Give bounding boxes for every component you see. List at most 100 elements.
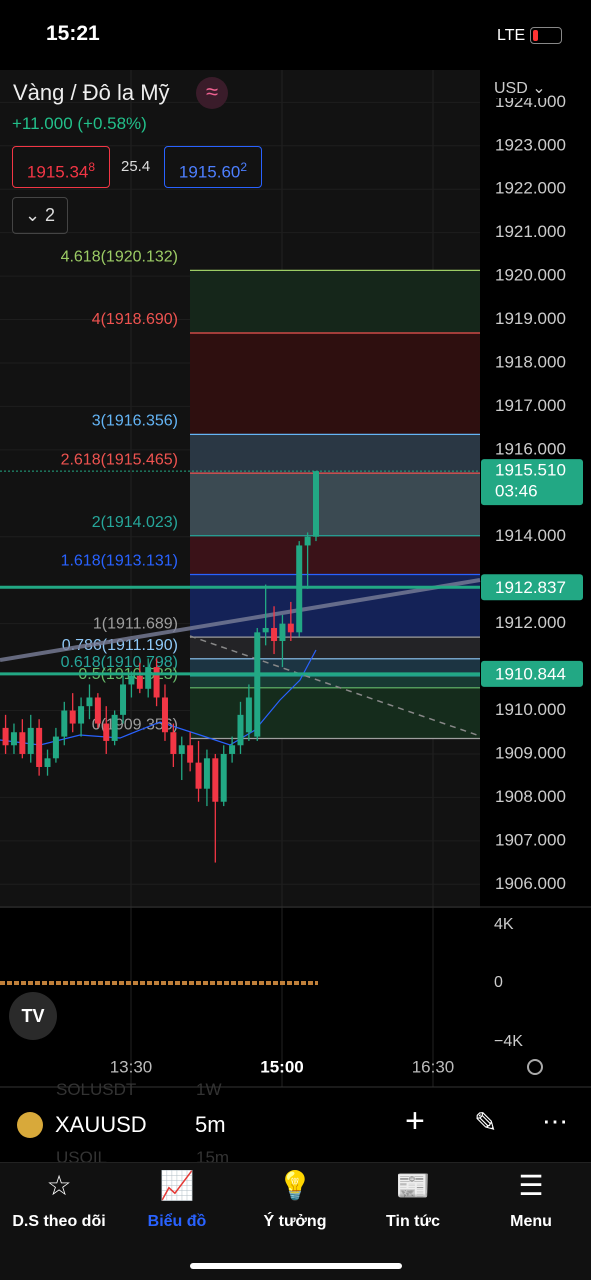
last-price-label: 1915.510 bbox=[495, 461, 566, 480]
candle-body bbox=[2, 727, 9, 746]
symbol[interactable]: XAUUSD bbox=[55, 1112, 147, 1137]
price-tag bbox=[481, 660, 583, 687]
buy-button[interactable]: 1915.602 bbox=[164, 146, 262, 188]
candle-body bbox=[304, 536, 311, 546]
candle-body bbox=[170, 732, 177, 754]
home-indicator bbox=[190, 1263, 402, 1269]
nav-label: Biểu đồ bbox=[147, 1213, 207, 1230]
nav-label: D.S theo dõi bbox=[12, 1213, 106, 1230]
candle-body bbox=[136, 675, 143, 689]
y-tick-label: 1919.000 bbox=[495, 309, 566, 328]
nav-item[interactable]: 📰 Tin tức bbox=[354, 1169, 472, 1231]
nav-item[interactable]: ☰ Menu bbox=[472, 1169, 590, 1231]
candle-body bbox=[262, 627, 269, 633]
nav-icon: ☆ bbox=[46, 1170, 72, 1201]
fib-label: 3(1916.356) bbox=[92, 413, 178, 430]
fib-label: 4(1918.690) bbox=[92, 311, 178, 328]
nav-item[interactable]: ☆ D.S theo dõi bbox=[0, 1169, 118, 1231]
candle-body bbox=[237, 714, 244, 746]
candle-body bbox=[203, 758, 210, 789]
price-tag-label: 1910.844 bbox=[495, 664, 566, 683]
nav-bar: ☆ D.S theo dõi 📈 Biểu đồ 💡 Ý tưởng 📰 Tin tức ☰ Me… bbox=[0, 1162, 591, 1280]
candle-body bbox=[271, 627, 278, 642]
more-button[interactable]: ⋯ bbox=[542, 1106, 568, 1136]
interval[interactable]: 5m bbox=[195, 1112, 226, 1137]
y-tick-label: 1922.000 bbox=[495, 179, 566, 198]
moving-average bbox=[0, 649, 317, 746]
settings-icon[interactable] bbox=[527, 1059, 543, 1075]
fib-label: 0.786(1911.190) bbox=[62, 637, 178, 654]
indicator-toggle[interactable]: ⌄ 2 bbox=[12, 197, 68, 234]
fib-zone bbox=[190, 434, 480, 474]
candle-body bbox=[254, 632, 261, 737]
candle-body bbox=[212, 758, 219, 802]
battery bbox=[530, 27, 562, 44]
fib-label: 4.618(1920.132) bbox=[61, 249, 178, 266]
fib-zone bbox=[190, 473, 480, 536]
add-button[interactable]: + bbox=[405, 1102, 425, 1140]
y-tick-label: 1912.000 bbox=[495, 613, 566, 632]
volume-tick: −4K bbox=[494, 1033, 523, 1050]
nav-icon: ☰ bbox=[518, 1170, 544, 1201]
volume-tick: 0 bbox=[494, 974, 503, 991]
candle-body bbox=[86, 697, 93, 707]
candle-body bbox=[10, 732, 17, 746]
faded-symbol: SOLUSDT bbox=[56, 1080, 137, 1099]
candle-body bbox=[279, 623, 286, 642]
nav-icon: 📰 bbox=[395, 1170, 431, 1201]
candle-body bbox=[78, 706, 85, 724]
ask: 1915.60 bbox=[178, 162, 241, 182]
y-tick-label: 1907.000 bbox=[495, 830, 566, 849]
nav-item[interactable]: 💡 Ý tưởng bbox=[236, 1169, 354, 1231]
nav-item[interactable]: 📈 Biểu đồ bbox=[118, 1169, 236, 1231]
candle-body bbox=[27, 727, 34, 754]
candle-body bbox=[19, 732, 26, 754]
y-tick-label: 1918.000 bbox=[495, 352, 566, 371]
y-tick-label: 1917.000 bbox=[495, 396, 566, 415]
candle-body bbox=[94, 697, 101, 724]
y-tick-label: 1920.000 bbox=[495, 266, 566, 285]
sell-button[interactable]: 1915.348 bbox=[12, 146, 110, 188]
trend-line bbox=[0, 578, 481, 662]
ask-small: 2 bbox=[240, 160, 248, 174]
fib-zone bbox=[190, 637, 480, 659]
countdown: 03:46 bbox=[495, 482, 538, 501]
price-tag bbox=[481, 574, 583, 601]
nav-icon: 💡 bbox=[277, 1170, 313, 1201]
candle-body bbox=[229, 745, 236, 754]
fib-zone bbox=[190, 333, 480, 435]
dashed-line bbox=[189, 635, 481, 737]
indicator-count: 2 bbox=[45, 205, 56, 225]
fib-label: 2.618(1915.465) bbox=[61, 451, 178, 468]
y-tick-label: 1906.000 bbox=[495, 874, 566, 893]
candle-body bbox=[128, 675, 135, 685]
candle-body bbox=[36, 727, 43, 767]
tv-logo-text: TV bbox=[21, 1006, 44, 1026]
status-network: LTE bbox=[497, 27, 526, 44]
candle-body bbox=[120, 684, 127, 715]
faded-interval: 1W bbox=[196, 1080, 222, 1099]
candle-body bbox=[178, 745, 185, 754]
fib-zone bbox=[190, 658, 480, 676]
currency-select[interactable]: USD ⌄ bbox=[494, 78, 546, 98]
fib-zone bbox=[190, 675, 480, 688]
candle-body bbox=[313, 471, 319, 537]
candle-body bbox=[195, 762, 202, 789]
draw-button[interactable]: ✎ bbox=[474, 1107, 498, 1138]
toolbar: SOLUSDT 1W USOIL 15m XAUUSD 5m + ✎ ⋯ bbox=[0, 1080, 591, 1167]
fib-zone bbox=[190, 535, 480, 575]
candle-body bbox=[111, 714, 118, 741]
price-tag-label: 1912.837 bbox=[495, 578, 566, 597]
symbol-title: Vàng / Đô la Mỹ bbox=[13, 80, 170, 105]
volume-tick: 4K bbox=[494, 916, 514, 933]
nav-label: Tin tức bbox=[386, 1213, 440, 1230]
nav-label: Ý tưởng bbox=[263, 1213, 327, 1230]
y-tick-label: 1914.000 bbox=[495, 526, 566, 545]
candle-body bbox=[52, 736, 59, 759]
price-change: +11.000 (+0.58%) bbox=[12, 114, 147, 133]
source-badge: ≈ bbox=[196, 77, 228, 109]
y-tick-label: 1910.000 bbox=[495, 700, 566, 719]
bid-small: 8 bbox=[88, 160, 96, 174]
x-tick-label: 16:30 bbox=[412, 1057, 455, 1076]
